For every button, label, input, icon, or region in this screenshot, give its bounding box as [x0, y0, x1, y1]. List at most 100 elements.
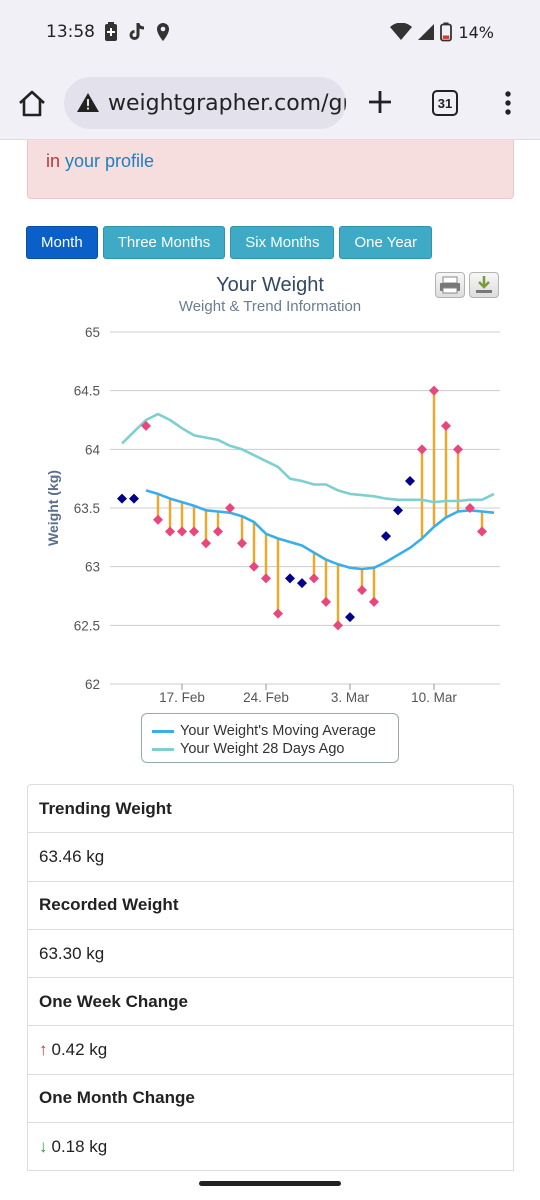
new-tab-icon[interactable] — [364, 86, 396, 118]
arrow-up-icon: ↑ — [39, 1040, 48, 1060]
weight-point — [357, 585, 367, 596]
weight-point — [201, 538, 211, 549]
weight-point — [381, 531, 391, 542]
battery-percent: 14% — [458, 22, 494, 42]
weight-28-days-ago-line — [121, 412, 495, 504]
wifi-icon — [390, 23, 413, 40]
tiktok-icon — [129, 23, 145, 40]
tab-count: 31 — [437, 95, 453, 111]
weight-point — [117, 493, 127, 504]
weight-point — [369, 596, 379, 607]
weight-point — [309, 573, 319, 584]
alert-prefix: in — [46, 151, 66, 171]
battery-saver-icon — [105, 22, 117, 41]
legend-label: Your Weight 28 Days Ago — [180, 741, 345, 757]
x-tick-label: 17. Feb — [159, 690, 205, 705]
moving-average-line — [145, 489, 495, 571]
y-axis-label: Weight (kg) — [45, 470, 61, 546]
y-tick-label: 64 — [85, 442, 101, 457]
location-icon — [157, 23, 169, 41]
weight-point — [213, 526, 223, 537]
stat-label-recorded: Recorded Weight — [28, 882, 513, 930]
tab-switcher-button[interactable]: 31 — [432, 90, 458, 116]
y-tick-label: 62 — [85, 677, 100, 692]
weight-point — [177, 526, 187, 537]
tab-six-months[interactable]: Six Months — [230, 226, 335, 259]
stat-value: 63.46 kg — [39, 846, 105, 866]
weight-point — [153, 514, 163, 525]
weight-point — [165, 526, 175, 537]
y-tick-label: 62.5 — [74, 618, 100, 633]
stat-value-one-month: ↓ 0.18 kg — [28, 1123, 513, 1172]
stat-value-one-week: ↑ 0.42 kg — [28, 1026, 513, 1075]
weight-point — [225, 503, 235, 513]
status-time: 13:58 — [46, 22, 95, 42]
print-icon — [440, 276, 460, 294]
browser-toolbar: weightgrapher.com/grap 31 — [0, 66, 540, 140]
stat-label-trending: Trending Weight — [28, 785, 513, 834]
print-chart-button[interactable] — [435, 272, 465, 298]
weight-point — [261, 573, 271, 584]
profile-link[interactable]: your profile — [65, 151, 155, 171]
weight-point — [417, 444, 427, 455]
legend-label: Your Weight's Moving Average — [180, 723, 376, 739]
y-tick-label: 65 — [85, 325, 100, 340]
status-notification-icons — [104, 22, 170, 42]
chart-plot: 65 64.5 64 63.5 63 62.5 62 17. Feb 24. Feb 3. Mar… — [45, 325, 500, 705]
x-tick-label: 24. Feb — [243, 690, 289, 705]
y-tick-label: 63.5 — [74, 501, 100, 516]
weight-point — [405, 476, 415, 487]
weight-point — [285, 573, 295, 584]
tab-one-year[interactable]: One Year — [339, 226, 433, 259]
arrow-down-icon: ↓ — [39, 1136, 48, 1156]
warning-icon[interactable] — [76, 91, 100, 115]
weight-point — [429, 385, 439, 396]
x-tick-label: 10. Mar — [411, 690, 457, 705]
url-bar[interactable]: weightgrapher.com/grap — [64, 77, 346, 129]
weight-point — [273, 608, 283, 619]
range-tabs: Month Three Months Six Months One Year — [26, 226, 433, 259]
weight-point — [477, 526, 487, 537]
weight-point — [129, 493, 139, 504]
battery-low-icon — [440, 22, 453, 42]
stat-value: 63.30 kg — [39, 943, 105, 963]
status-bar: 13:58 14% — [0, 0, 540, 66]
weight-point — [333, 620, 343, 631]
weight-point — [321, 596, 331, 607]
weight-point — [345, 612, 355, 623]
stat-label-one-month: One Month Change — [28, 1075, 513, 1124]
alert-text: in your profile — [46, 151, 154, 172]
legend-swatch — [152, 729, 174, 733]
weight-stats-table: Trending Weight 63.46 kg Recorded Weight… — [27, 784, 514, 1172]
y-tick-label: 64.5 — [74, 384, 100, 399]
legend-item-moving-average[interactable]: Your Weight's Moving Average — [152, 723, 376, 739]
tab-three-months[interactable]: Three Months — [102, 226, 226, 259]
url-text[interactable]: weightgrapher.com/grap — [108, 90, 346, 116]
stat-value-recorded: 63.30 kg — [28, 930, 513, 979]
chart-title: Your Weight — [216, 274, 324, 296]
tab-month[interactable]: Month — [26, 226, 98, 259]
stat-value: 0.18 kg — [51, 1136, 108, 1156]
status-system-icons: 14% — [390, 22, 494, 42]
signal-icon — [418, 24, 435, 40]
y-tick-label: 63 — [85, 560, 100, 575]
more-menu-icon[interactable] — [496, 88, 520, 118]
stat-value-trending: 63.46 kg — [28, 833, 513, 882]
weight-chart: Your Weight Weight & Trend Information 6… — [0, 262, 540, 772]
weight-point — [297, 578, 307, 589]
weight-point — [141, 420, 151, 431]
legend-item-28-days-ago[interactable]: Your Weight 28 Days Ago — [152, 741, 344, 757]
stat-value: 0.42 kg — [51, 1040, 108, 1060]
stat-label-one-week: One Week Change — [28, 978, 513, 1027]
weight-point — [189, 526, 199, 537]
weight-point — [249, 561, 259, 572]
weight-point — [465, 503, 475, 513]
gesture-nav-bar[interactable] — [199, 1181, 341, 1186]
home-icon[interactable] — [16, 88, 48, 120]
download-icon — [476, 276, 492, 293]
download-chart-button[interactable] — [469, 272, 499, 298]
weight-point — [393, 505, 403, 516]
x-tick-label: 3. Mar — [331, 690, 370, 705]
weight-point — [441, 420, 451, 431]
weight-point — [453, 444, 463, 455]
